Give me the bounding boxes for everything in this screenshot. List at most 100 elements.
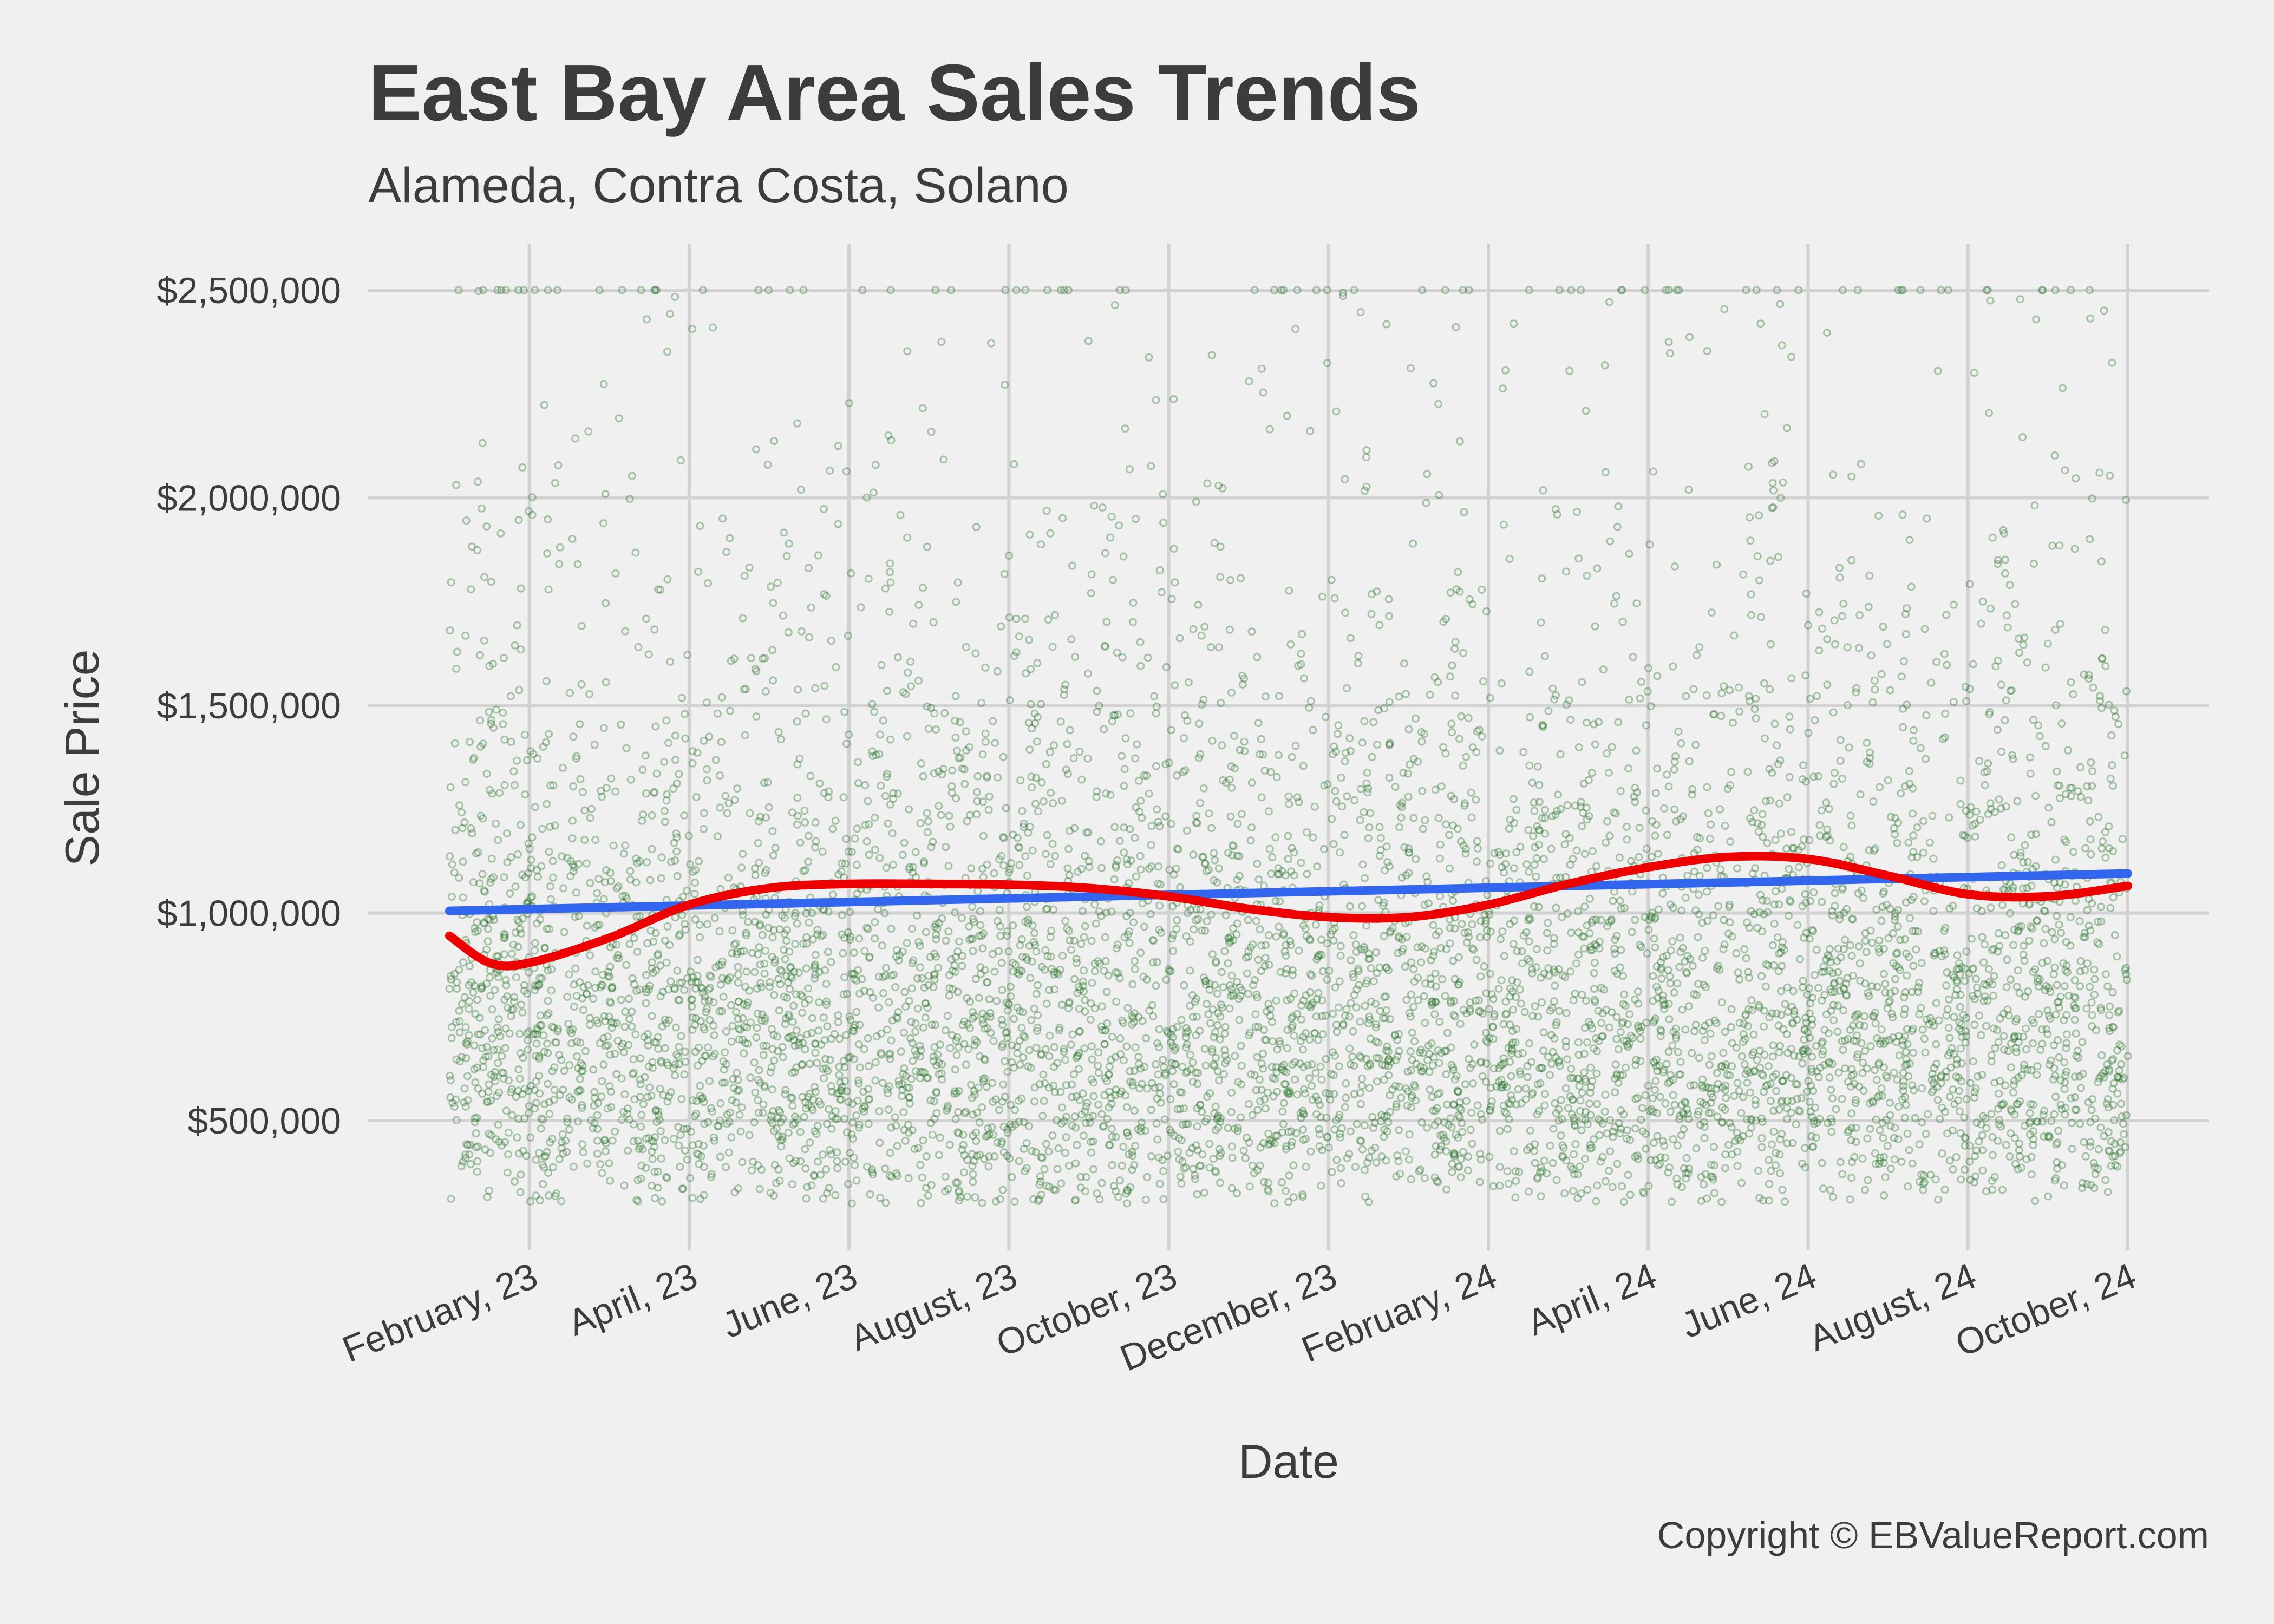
sale-point [1027,1016,1036,1024]
sale-point [1633,1093,1642,1102]
sale-point [1033,1026,1041,1035]
sale-point [1043,831,1051,840]
sale-point [526,894,535,902]
sale-point [1762,797,1770,806]
sale-point [1757,1114,1766,1123]
sale-point [2108,1023,2117,1031]
sale-point [1404,793,1413,801]
sale-point [1240,747,1249,755]
sale-point [1677,1101,1686,1109]
sale-point [717,693,726,702]
sale-point [1425,1068,1434,1076]
sale-point [1361,1192,1370,1201]
sale-point [1007,983,1015,991]
sale-point [568,816,577,825]
sale-point [1305,703,1314,712]
sale-point [2109,1023,2118,1032]
sale-point [490,915,499,924]
sale-point [1831,889,1839,898]
sale-point [1430,1010,1439,1019]
sale-point [841,860,850,868]
sale-point [1234,1078,1243,1086]
sale-point [1395,823,1404,831]
sale-point [1373,741,1382,749]
sale-point [690,1112,699,1121]
sale-point [1095,907,1103,916]
sale-point [1152,1119,1161,1128]
sale-point [968,935,977,944]
sale-point [1002,1029,1010,1037]
sale-point [1084,857,1093,866]
sale-point [1813,1118,1821,1127]
sale-point [1940,650,1949,658]
sale-point [2096,1004,2105,1012]
sale-point [1606,1116,1614,1124]
sale-point [1879,1152,1888,1161]
sale-point [1725,902,1734,911]
sale-point [1683,1110,1692,1118]
sale-point [1136,1123,1145,1132]
sale-point [604,972,612,980]
sale-point [1149,937,1158,945]
sale-point [1462,752,1471,761]
sale-point [501,1138,509,1147]
sale-point [1020,1118,1028,1127]
sale-point [1944,286,1952,294]
sale-point [1638,1188,1647,1196]
sale-point [1033,1011,1042,1019]
sale-point [2087,998,2096,1007]
sale-point [1552,1021,1560,1030]
sale-point [1455,1113,1464,1122]
sale-point [1701,1170,1710,1178]
sale-point [2019,884,2028,893]
sale-point [1688,1049,1696,1057]
sale-point [1932,1059,1940,1068]
sale-point [638,1145,647,1154]
sale-point [1308,1096,1317,1104]
sale-point [502,829,511,837]
sale-point [834,442,842,450]
sale-point [1988,1176,1996,1185]
sale-point [691,1020,700,1029]
sale-point [793,419,802,428]
sale-point [1801,1045,1809,1053]
sale-point [544,1169,553,1177]
sale-point [1125,879,1133,887]
sale-point [1402,1084,1410,1093]
sale-point [625,940,634,948]
sale-point [484,1052,493,1060]
sale-point [1507,1091,1515,1100]
sale-point [1857,460,1865,468]
sale-point [2076,957,2085,966]
sale-point [997,959,1006,967]
sale-point [938,1060,946,1069]
sale-point [1623,1040,1631,1049]
sale-point [754,1076,763,1084]
sale-point [916,819,925,828]
sale-point [1940,1186,1949,1194]
sale-point [1841,1037,1850,1045]
sale-point [930,769,938,778]
sale-point [900,987,909,996]
sale-point [1135,777,1143,785]
sale-point [1105,1063,1114,1071]
sale-point [540,1047,548,1056]
sale-point [1308,999,1317,1007]
sale-point [1302,932,1311,940]
sale-point [790,1042,799,1050]
sale-point [548,1022,557,1031]
sale-point [852,1007,861,1016]
sale-point [1305,1074,1314,1083]
sale-point [1865,571,1874,580]
sale-point [1840,908,1848,917]
sale-point [487,1131,495,1140]
sale-point [477,985,486,993]
sale-point [1372,1020,1381,1029]
sale-point [1380,1076,1388,1084]
sale-point [1550,934,1558,942]
sale-point [746,1018,755,1027]
sale-point [962,727,970,736]
sale-point [1155,1043,1164,1051]
sale-point [1608,743,1616,751]
sale-point [573,1088,582,1096]
